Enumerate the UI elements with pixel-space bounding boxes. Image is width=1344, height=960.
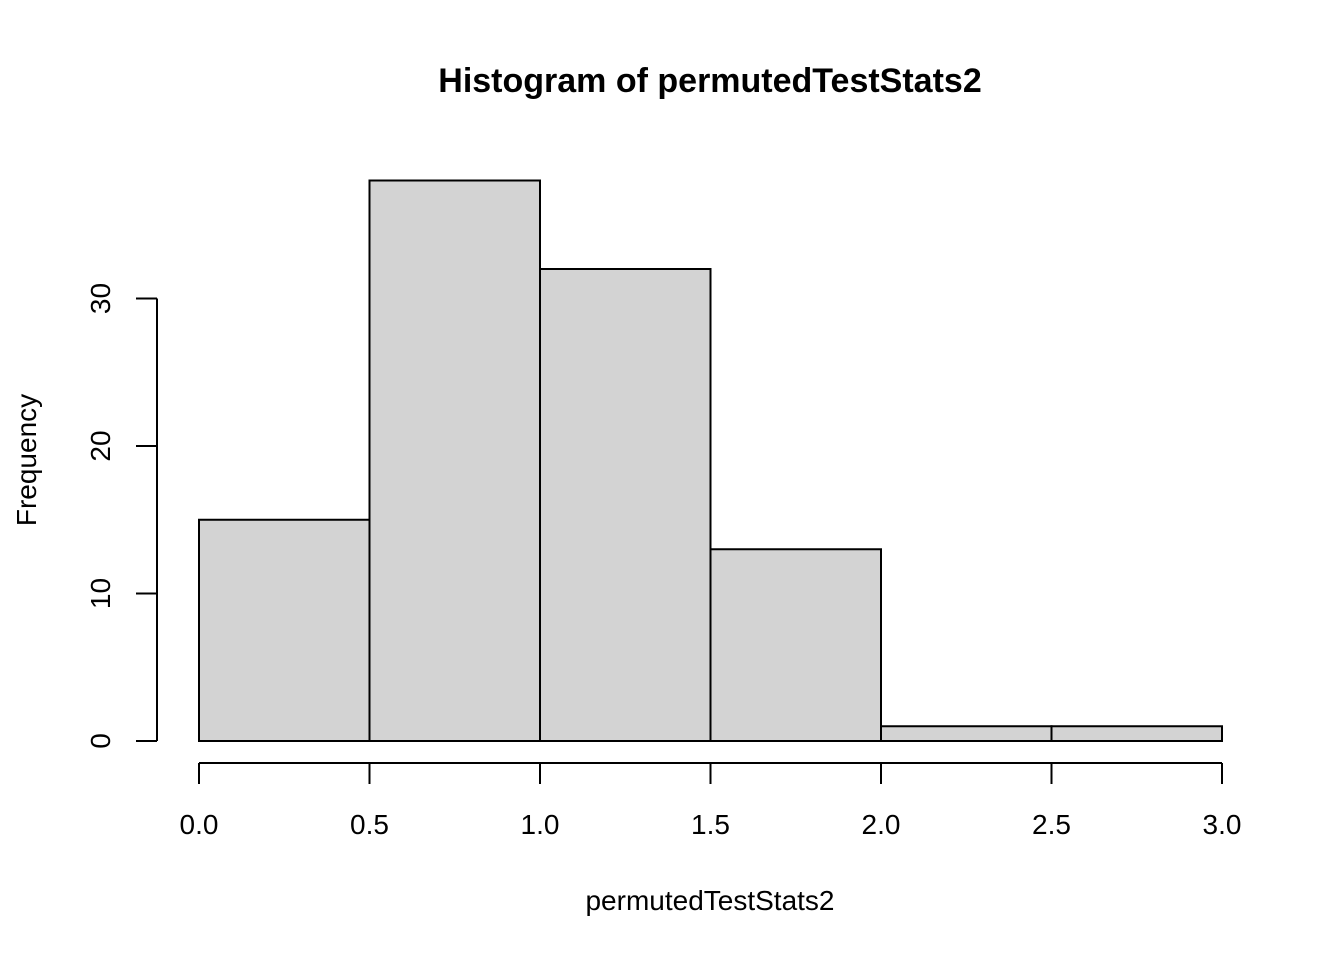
x-tick-label: 1.0 (521, 809, 560, 840)
x-tick-label: 1.5 (691, 809, 730, 840)
histogram-bar-1 (368, 179, 541, 742)
y-axis: 0 10 20 30 (85, 283, 158, 749)
y-axis-label: Frequency (11, 394, 42, 526)
x-axis-label: permutedTestStats2 (585, 885, 834, 916)
x-tick-label: 3.0 (1203, 809, 1242, 840)
x-axis: 0.0 0.5 1.0 1.5 2.0 2.5 3.0 (180, 762, 1242, 840)
bars-group (198, 179, 1223, 742)
y-tick-label: 20 (85, 430, 116, 461)
y-tick-label: 0 (85, 733, 116, 749)
x-tick-label: 2.0 (862, 809, 901, 840)
chart-title: Histogram of permutedTestStats2 (438, 62, 981, 100)
y-tick-label: 10 (85, 578, 116, 609)
histogram-bar-2 (539, 268, 712, 742)
histogram-bar-5 (1050, 725, 1223, 742)
histogram-bar-4 (880, 725, 1053, 742)
histogram-bar-3 (709, 548, 882, 742)
y-tick-label: 30 (85, 283, 116, 314)
x-tick-label: 0.5 (350, 809, 389, 840)
x-tick-label: 0.0 (180, 809, 219, 840)
histogram-bar-0 (198, 518, 371, 742)
x-tick-label: 2.5 (1032, 809, 1071, 840)
